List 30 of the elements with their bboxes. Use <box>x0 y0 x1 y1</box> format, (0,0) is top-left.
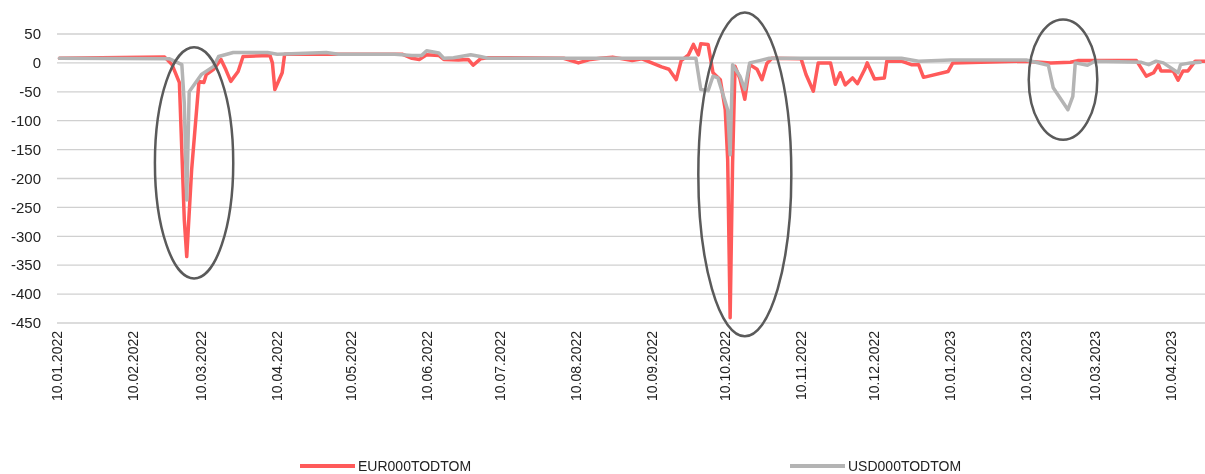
x-tick-label: 10.07.2022 <box>491 330 508 402</box>
x-tick-label: 10.05.2022 <box>342 330 359 402</box>
y-tick-label: -100 <box>10 111 41 129</box>
x-tick-label: 10.04.2022 <box>269 330 286 402</box>
x-tick-label: 10.01.2022 <box>48 330 65 402</box>
x-tick-label: 10.02.2022 <box>124 330 141 402</box>
x-tick-label: 10.03.2022 <box>193 330 210 402</box>
x-tick-label: 10.03.2023 <box>1086 330 1103 402</box>
y-tick-label: -250 <box>10 198 41 216</box>
x-tick-label: 10.02.2023 <box>1018 330 1035 402</box>
y-tick-label: -200 <box>10 169 41 187</box>
line-series <box>57 49 1202 202</box>
x-tick-label: 10.01.2023 <box>942 330 959 402</box>
x-tick-label: 10.06.2022 <box>418 330 435 402</box>
x-tick-label: 10.11.2022 <box>793 330 810 401</box>
y-tick-label: -400 <box>10 285 41 303</box>
y-tick-label: -350 <box>10 256 41 274</box>
x-tick-label: 10.04.2023 <box>1162 330 1179 402</box>
y-tick-label: -150 <box>10 140 41 158</box>
y-tick-label: 0 <box>32 54 41 72</box>
legend-label: EUR000TODTOM <box>358 457 472 474</box>
x-tick-label: 10.08.2022 <box>567 330 584 402</box>
x-tick-label: 10.09.2022 <box>643 330 660 402</box>
x-tick-label: 10.12.2022 <box>866 330 883 402</box>
y-tick-label: 50 <box>24 25 41 43</box>
y-tick-label: -450 <box>10 314 41 332</box>
x-tick-label: 10.10.2022 <box>717 330 734 402</box>
legend-label: USD000TODTOM <box>848 457 962 474</box>
y-tick-label: -50 <box>19 83 41 101</box>
y-tick-label: -300 <box>10 227 41 245</box>
